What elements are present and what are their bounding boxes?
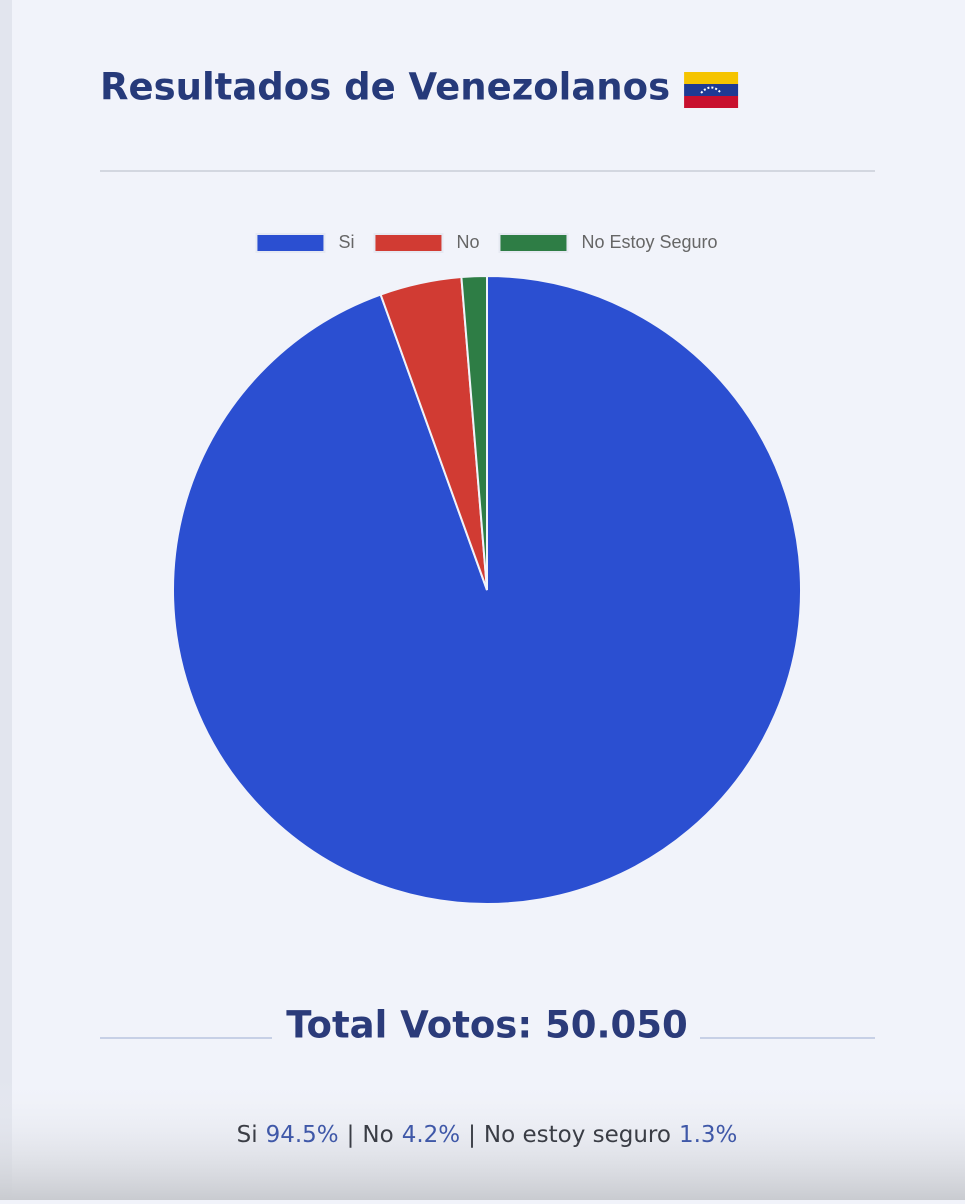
legend-item: No Estoy Seguro <box>498 232 718 253</box>
separator: | <box>347 1122 355 1148</box>
summary-value: 94.5% <box>266 1122 339 1148</box>
flag-icon <box>684 72 739 108</box>
summary: Si 94.5% | No 4.2% | No estoy seguro 1.3% <box>237 1122 738 1148</box>
legend-label: No <box>456 232 479 252</box>
legend-label: No Estoy Seguro <box>581 232 717 252</box>
legend-item: Si <box>255 232 354 253</box>
bottom-shade <box>0 1080 965 1200</box>
summary-name: No <box>362 1122 393 1148</box>
legend: Si No No Estoy Seguro <box>255 232 718 253</box>
total-votes: Total Votos: 50.050 <box>286 1004 688 1047</box>
summary-value: 1.3% <box>679 1122 737 1148</box>
legend-swatch <box>255 233 326 253</box>
summary-name: Si <box>237 1122 258 1148</box>
legend-swatch <box>373 233 444 253</box>
legend-item: No <box>373 232 479 253</box>
summary-name: No estoy seguro <box>484 1122 671 1148</box>
pie <box>172 274 802 905</box>
card-title: Resultados de Venezolanos <box>100 66 670 109</box>
legend-label: Si <box>338 232 354 252</box>
separator: | <box>468 1122 476 1148</box>
summary-value: 4.2% <box>402 1122 460 1148</box>
card-edge <box>0 0 12 1200</box>
pie-slice <box>460 274 488 591</box>
legend-swatch <box>498 233 569 253</box>
